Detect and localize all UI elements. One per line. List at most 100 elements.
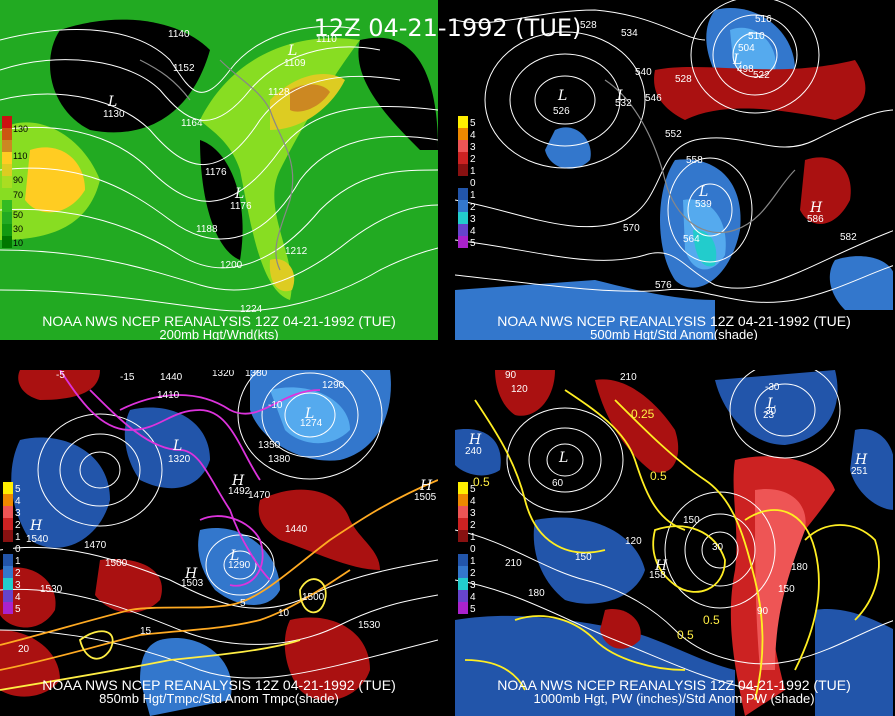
high-marker: H	[184, 566, 198, 582]
legend-label: 4	[15, 496, 21, 507]
contour-label: 1140	[168, 29, 190, 40]
legend-label: 3	[470, 580, 476, 591]
contour-label: -15	[120, 372, 135, 383]
contour-label: 1470	[84, 540, 107, 551]
high-marker: H	[809, 200, 823, 216]
contour-label: 1500	[302, 592, 325, 603]
panel-200mb: 1140 1152 1164 1176 1188 1200 1212 1224 …	[0, 0, 438, 340]
legend-label: 1	[15, 532, 21, 543]
contour-label: -30	[765, 382, 780, 393]
contour-label: 522	[753, 70, 770, 81]
contour-label: 30	[765, 406, 777, 417]
low-value: 498	[737, 64, 754, 75]
pw-contour-label: 0.5	[677, 628, 694, 642]
contour-label: 1410	[157, 390, 180, 401]
legend-label: 3	[470, 508, 476, 519]
contour-label: 510	[748, 31, 765, 42]
contour-label: -5	[56, 370, 65, 381]
legend-label: 1	[15, 556, 21, 567]
contour-label: 150	[575, 552, 592, 563]
legend-label: 5	[470, 238, 476, 249]
legend-label: 0	[470, 544, 476, 555]
panel-source-caption: NOAA NWS NCEP REANALYSIS 12Z 04-21-1992 …	[497, 677, 851, 693]
contour-label: 540	[635, 67, 652, 78]
contour-label: 150	[683, 515, 700, 526]
legend-label: 90	[13, 175, 23, 185]
high-value: 1492	[228, 486, 251, 497]
map-500mb: 528 534 540 546 552 558 570 564 576 582 …	[455, 0, 893, 340]
contour-label: 504	[738, 43, 755, 54]
low-value: 1320	[168, 454, 191, 465]
contour-label: 1440	[160, 372, 183, 383]
legend-label: 2	[15, 520, 21, 531]
contour-label: 150	[778, 584, 795, 595]
legend-850mb: 5 4 3 2 1 0 1 2 3 4 5	[3, 482, 21, 615]
low-value: 1130	[103, 109, 125, 120]
low-marker: L	[557, 88, 567, 104]
contour-label: 210	[505, 558, 522, 569]
legend-label: 5	[15, 484, 21, 495]
legend-label: 10	[13, 238, 23, 248]
panel-source-caption: NOAA NWS NCEP REANALYSIS 12Z 04-21-1992 …	[42, 677, 396, 693]
legend-label: 4	[470, 592, 476, 603]
legend-label: 4	[470, 130, 476, 141]
panel-field-caption: 200mb Hgt/Wnd(kts)	[159, 327, 279, 340]
pw-contour-label: 0.5	[473, 475, 490, 489]
low-value: 539	[695, 199, 712, 210]
legend-label: 30	[13, 224, 23, 234]
high-value: 1503	[181, 578, 204, 589]
low-marker: L	[304, 406, 314, 422]
legend-label: 50	[13, 210, 23, 220]
legend-label: 130	[13, 124, 28, 134]
high-marker: H	[231, 473, 245, 489]
contour-label: 1470	[248, 490, 271, 501]
high-value: 586	[807, 214, 824, 225]
legend-label: 2	[470, 520, 476, 531]
legend-label: 2	[15, 568, 21, 579]
low-value: 1274	[300, 418, 323, 429]
legend-label: 1	[470, 532, 476, 543]
low-marker: L	[616, 88, 626, 104]
low-marker: L	[234, 186, 244, 202]
contour-label: 1224	[240, 304, 263, 315]
legend-label: 5	[470, 118, 476, 129]
map-title: 12Z 04-21-1992 (TUE)	[313, 14, 582, 42]
low-marker: L	[732, 52, 742, 68]
contour-label: 564	[683, 234, 700, 245]
contour-label: 1200	[220, 260, 243, 271]
legend-label: 70	[13, 190, 23, 200]
panel-field-caption: 1000mb Hgt, PW (inches)/Std Anom PW (sha…	[533, 691, 815, 706]
low-marker: L	[287, 43, 297, 59]
contour-label: 1110	[316, 34, 337, 45]
panel-1000mb: 90 120 210 60 30 150 180 210 150 120 180…	[455, 370, 893, 716]
low-value: 30	[712, 542, 724, 553]
pw-contour-label: 0.25	[631, 407, 655, 421]
contour-label: 210	[620, 372, 637, 383]
legend-label: 0	[470, 178, 476, 189]
contour-label: 552	[665, 129, 682, 140]
legend-label: 110	[13, 151, 27, 161]
legend-label: 2	[470, 568, 476, 579]
map-200mb: 1140 1152 1164 1176 1188 1200 1212 1224 …	[0, 0, 438, 340]
low-value: 1176	[230, 201, 252, 212]
legend-label: 0	[15, 544, 21, 555]
low-value: 1290	[228, 560, 251, 571]
legend-500mb: 5 4 3 2 1 0 1 2 3 4 5	[458, 116, 476, 249]
low-marker: L	[172, 438, 182, 454]
legend-label: 2	[470, 202, 476, 213]
contour-label: 1128	[268, 87, 290, 98]
contour-label: 528	[675, 74, 692, 85]
pw-contour-label: 0.5	[703, 613, 720, 627]
contour-label: 1500	[105, 558, 128, 569]
high-value: 1505	[414, 492, 437, 503]
legend-label: 1	[470, 556, 476, 567]
low-marker: L	[229, 548, 239, 564]
contour-label: 1176	[205, 167, 227, 178]
contour-label: 5	[240, 598, 246, 609]
contour-label: 1530	[358, 620, 381, 631]
contour-label: 1380	[245, 370, 268, 379]
legend-label: 5	[470, 604, 476, 615]
panel-field-caption: 850mb Hgt/Tmpc/Std Anom Tmpc(shade)	[99, 691, 339, 706]
legend-label: 1	[470, 190, 476, 201]
contour-label: 1152	[173, 63, 195, 74]
